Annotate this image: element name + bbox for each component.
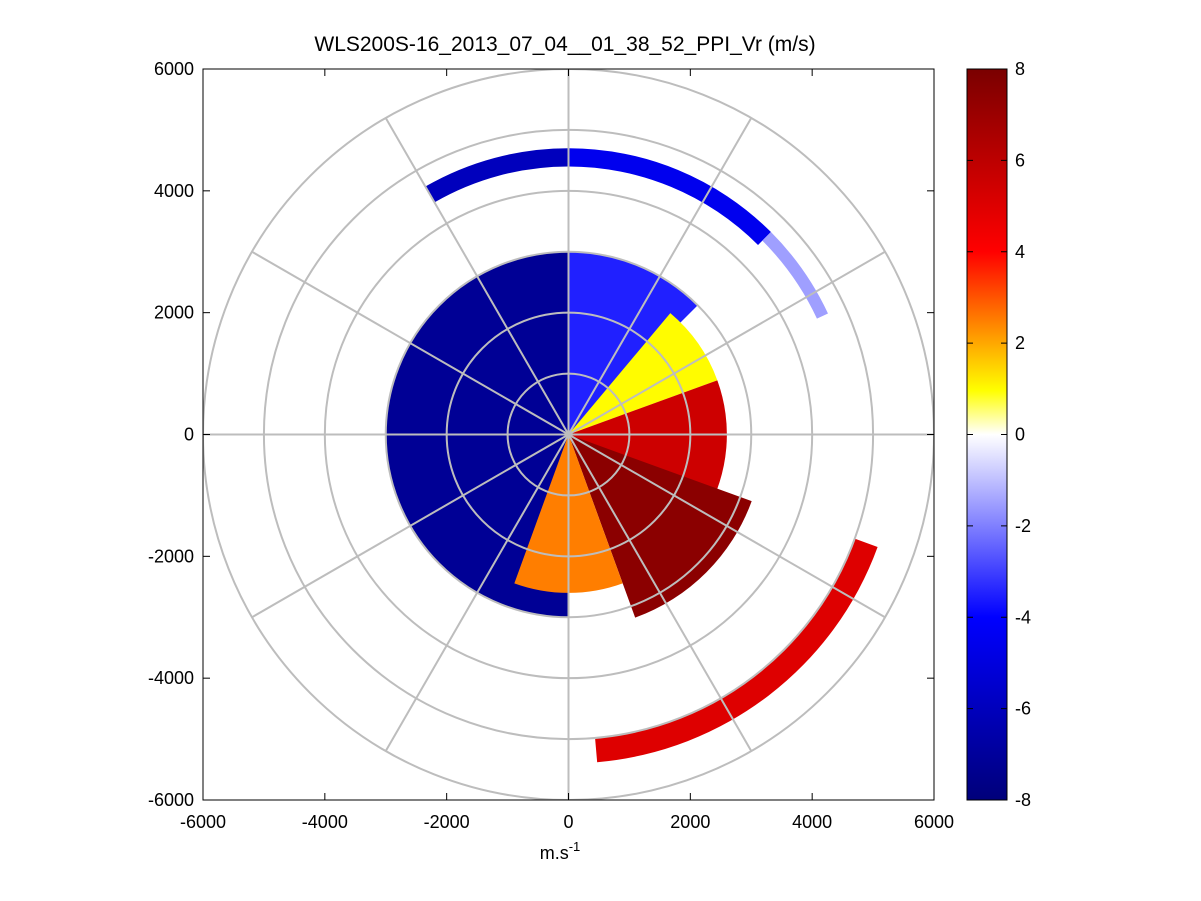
azimuth-spoke bbox=[567, 434, 753, 752]
chart-title: WLS200S-16_2013_07_04__01_38_52_PPI_Vr (… bbox=[314, 33, 815, 56]
colorbar-ticks: 8 6 4 2 0 -2 -4 -6 -8 bbox=[967, 59, 1031, 810]
colorbar-tick-label: 6 bbox=[1015, 150, 1025, 170]
colorbar-tick-label: 4 bbox=[1015, 242, 1025, 262]
x-axis-label: m.s-1 bbox=[540, 839, 581, 863]
colorbar-tick-label: 2 bbox=[1015, 333, 1025, 353]
colorbar bbox=[966, 68, 1008, 801]
azimuth-spoke bbox=[251, 433, 569, 619]
region-north-transition bbox=[568, 251, 698, 435]
y-tick-label: 6000 bbox=[154, 59, 194, 79]
region-nne-arc bbox=[568, 148, 771, 245]
region-ne-zero-crossing bbox=[568, 313, 718, 435]
colorbar-tick-label: 8 bbox=[1015, 59, 1025, 79]
colorbar-tick-label: -8 bbox=[1015, 790, 1031, 810]
region-north-arc bbox=[425, 148, 569, 203]
x-tick-label: 0 bbox=[563, 812, 573, 832]
region-se-outer-arc bbox=[595, 538, 878, 763]
axis-ticks: -6000 -4000 -2000 0 2000 4000 6000 6000 4000 2000… bbox=[148, 59, 954, 832]
colorbar-tick-label: -2 bbox=[1015, 516, 1031, 536]
colorbar-tick-label: -4 bbox=[1015, 607, 1031, 627]
colorbar-tick-label: 0 bbox=[1015, 425, 1025, 445]
y-tick-label: 2000 bbox=[154, 303, 194, 323]
y-tick-label: -6000 bbox=[148, 790, 194, 810]
x-tick-label: 2000 bbox=[670, 812, 710, 832]
polar-grid bbox=[203, 69, 934, 800]
y-tick-label: -4000 bbox=[148, 668, 194, 688]
x-tick-label: 4000 bbox=[792, 812, 832, 832]
azimuth-spoke bbox=[568, 250, 886, 436]
azimuth-spoke bbox=[251, 250, 569, 436]
azimuth-spoke bbox=[384, 117, 570, 435]
x-tick-label: -2000 bbox=[424, 812, 470, 832]
y-tick-label: 4000 bbox=[154, 181, 194, 201]
colorbar-tick-label: -6 bbox=[1015, 699, 1031, 719]
x-tick-label: -6000 bbox=[180, 812, 226, 832]
region-se-receding-core bbox=[568, 434, 752, 618]
y-tick-label: 0 bbox=[184, 425, 194, 445]
azimuth-spoke bbox=[567, 117, 753, 435]
x-tick-label: 6000 bbox=[914, 812, 954, 832]
x-tick-label: -4000 bbox=[302, 812, 348, 832]
region-ne-arc bbox=[762, 232, 828, 319]
azimuth-spoke bbox=[384, 434, 570, 752]
azimuth-spoke bbox=[568, 433, 886, 619]
y-tick-label: -2000 bbox=[148, 546, 194, 566]
